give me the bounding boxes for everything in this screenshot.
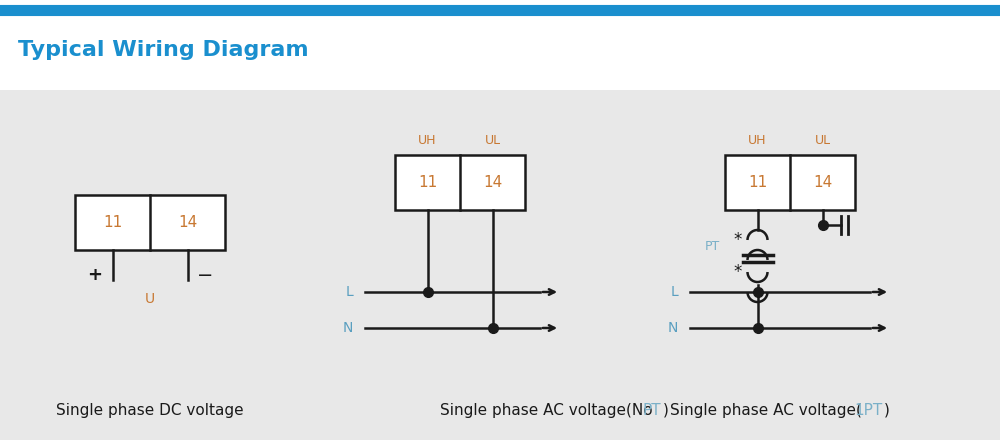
Text: L: L [345, 285, 353, 299]
Bar [75, 195, 225, 250]
Text: N: N [668, 321, 678, 335]
Text: +: + [87, 266, 102, 284]
Text: Single phase AC voltage(: Single phase AC voltage( [670, 403, 862, 418]
Text: L: L [670, 285, 678, 299]
Text: −: − [197, 265, 214, 285]
Bar [0, 0, 1000, 90]
Text: 11: 11 [748, 175, 767, 190]
Bar [395, 155, 525, 210]
Text: 11: 11 [418, 175, 437, 190]
Text: ): ) [663, 403, 669, 418]
Text: UL: UL [484, 133, 501, 147]
Text: PT: PT [705, 239, 720, 253]
Text: N: N [343, 321, 353, 335]
Text: *: * [733, 231, 742, 249]
Text: ): ) [884, 403, 890, 418]
Text: Typical Wiring Diagram: Typical Wiring Diagram [18, 40, 309, 60]
Text: 14: 14 [813, 175, 832, 190]
Text: *: * [733, 263, 742, 281]
Text: UL: UL [814, 133, 831, 147]
Text: 11: 11 [103, 215, 122, 230]
Text: UH: UH [748, 133, 767, 147]
Text: 1PT: 1PT [854, 403, 882, 418]
Text: Single phase DC voltage: Single phase DC voltage [56, 403, 244, 418]
Text: U: U [145, 292, 155, 306]
Text: Single phase AC voltage(No: Single phase AC voltage(No [440, 403, 658, 418]
Text: PT: PT [642, 403, 661, 418]
Text: 14: 14 [178, 215, 197, 230]
Text: UH: UH [418, 133, 437, 147]
Bar [725, 155, 855, 210]
Text: 14: 14 [483, 175, 502, 190]
